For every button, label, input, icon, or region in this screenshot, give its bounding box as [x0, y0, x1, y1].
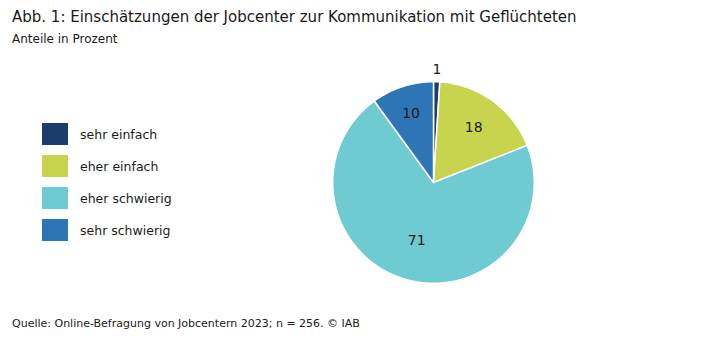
- html-text:Abb. 1: Einschätzungen der Job: Abb. 1: Einschätzungen der Jobcenter zur…: [12, 8, 577, 26]
- svg-text:1: 1: [433, 61, 442, 77]
- svg-text:71: 71: [408, 232, 426, 248]
- html-text:eher schwierig: eher schwierig: [80, 190, 172, 206]
- svg-text:18: 18: [465, 119, 483, 135]
- html-text:Anteile in Prozent: Anteile in Prozent: [12, 32, 118, 46]
- html-text:sehr schwierig: sehr schwierig: [80, 222, 171, 238]
- html-text:sehr einfach: sehr einfach: [80, 126, 158, 142]
- svg-text:10: 10: [402, 105, 420, 121]
- html-text:Quelle: Online-Befragung von J: Quelle: Online-Befragung von Jobcentern …: [12, 317, 360, 330]
- html-text:eher einfach: eher einfach: [80, 158, 159, 174]
